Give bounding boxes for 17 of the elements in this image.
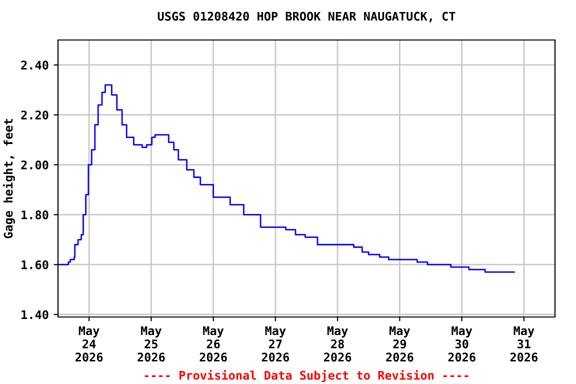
x-tick-label: May 30 2026 [448, 326, 476, 362]
x-tick-label: May 24 2026 [76, 326, 103, 362]
y-tick-label: 2.00 [21, 160, 48, 170]
y-tick-label: 1.80 [22, 210, 48, 220]
x-tick-label: May 31 2026 [510, 326, 538, 362]
x-tick-label: May 25 2026 [138, 326, 165, 362]
y-tick-label: 2.20 [21, 110, 48, 120]
y-tick-label: 1.40 [22, 310, 48, 320]
y-tick-label: 2.40 [21, 60, 48, 70]
y-axis-title: Gage height, feet [2, 119, 15, 238]
chart-title: USGS 01208420 HOP BROOK NEAR NAUGATUCK, CT [158, 12, 456, 22]
x-tick-label: May 27 2026 [262, 326, 290, 362]
y-tick-label: 1.60 [22, 260, 48, 270]
x-tick-label: May 29 2026 [386, 326, 414, 362]
x-tick-label: May 28 2026 [324, 326, 352, 362]
text: ---- Provisional Data Subject to Revision ---- [144, 370, 468, 382]
x-tick-label: May 26 2026 [200, 326, 227, 362]
